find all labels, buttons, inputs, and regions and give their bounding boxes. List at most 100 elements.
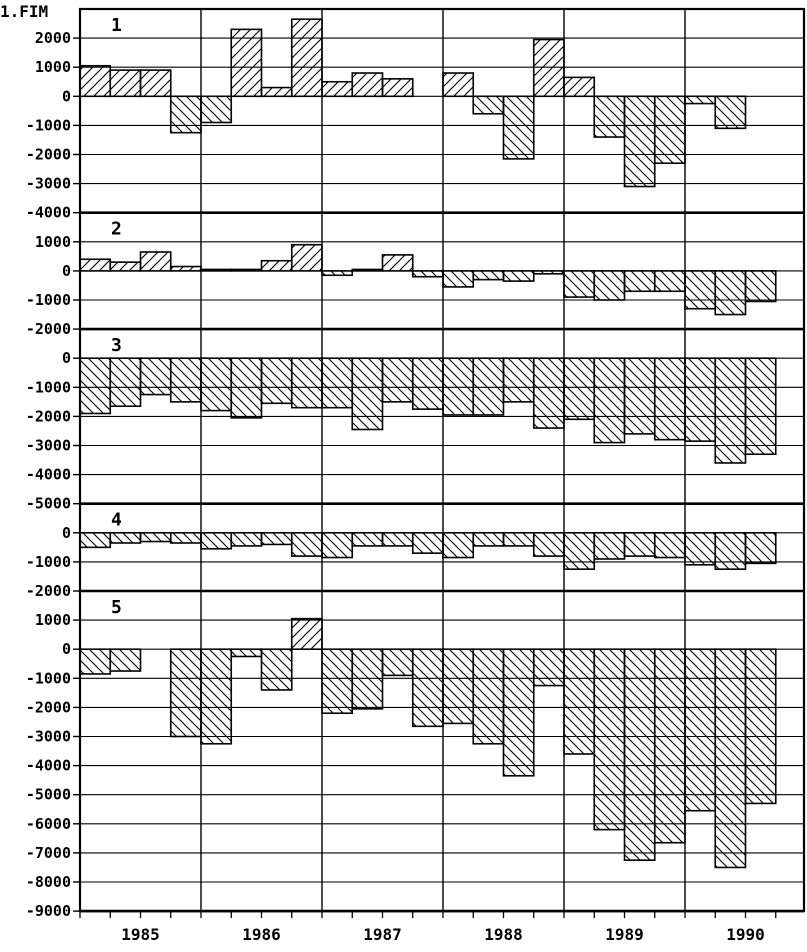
bar bbox=[200, 531, 233, 550]
bar bbox=[79, 64, 112, 98]
panel-label: 3 bbox=[111, 335, 122, 356]
y-tick-label: -4000 bbox=[26, 204, 71, 222]
unit-label: 1.FIM bbox=[0, 2, 48, 21]
bar bbox=[230, 268, 263, 272]
bar bbox=[593, 270, 626, 301]
panel-5: 1000 0 -1000 -2000 -3000 -4000 -5000 -6000 -7000… bbox=[26, 597, 804, 920]
x-axis: 1985 1986 1987 1988 1989 1990 bbox=[79, 911, 777, 944]
bar bbox=[532, 648, 565, 687]
y-tick-label: -7000 bbox=[26, 844, 71, 862]
bar bbox=[139, 251, 172, 272]
bar bbox=[139, 69, 172, 98]
bar bbox=[442, 357, 475, 416]
bar bbox=[381, 648, 414, 677]
x-tick-label: 1988 bbox=[484, 925, 523, 944]
bar bbox=[260, 357, 293, 405]
bar bbox=[744, 357, 777, 456]
y-tick-label: -6000 bbox=[26, 815, 71, 833]
bar bbox=[321, 357, 354, 409]
bar bbox=[351, 648, 384, 710]
x-tick-label: 1986 bbox=[242, 925, 281, 944]
bar bbox=[109, 69, 142, 98]
bar bbox=[653, 531, 686, 559]
bar bbox=[169, 531, 202, 544]
bar bbox=[684, 648, 717, 812]
bar bbox=[411, 531, 444, 554]
y-tick-label: -1000 bbox=[26, 116, 71, 134]
bar bbox=[502, 95, 535, 160]
bar bbox=[321, 531, 354, 559]
y-tick-label: -5000 bbox=[26, 786, 71, 804]
bar bbox=[714, 648, 747, 869]
bar bbox=[260, 648, 293, 691]
bar bbox=[169, 95, 202, 134]
bar bbox=[563, 76, 596, 98]
y-tick-label: 1000 bbox=[35, 611, 71, 629]
bar bbox=[139, 357, 172, 396]
bar bbox=[139, 531, 172, 543]
bar bbox=[714, 95, 747, 130]
bar bbox=[321, 270, 354, 277]
bar bbox=[684, 270, 717, 310]
bar bbox=[472, 270, 505, 281]
bar bbox=[502, 531, 535, 547]
panel-4: 0 -1000 -2000 4 bbox=[26, 510, 804, 600]
y-tick-label: -1000 bbox=[26, 669, 71, 687]
y-tick-label: 0 bbox=[62, 262, 71, 280]
bar bbox=[230, 531, 263, 547]
bar bbox=[79, 258, 112, 272]
bar bbox=[563, 531, 596, 570]
bar bbox=[230, 28, 263, 98]
y-tick-label: 2000 bbox=[35, 29, 71, 47]
bar bbox=[623, 648, 656, 861]
bar bbox=[563, 270, 596, 298]
y-tick-label: -4000 bbox=[26, 466, 71, 484]
panel-label: 2 bbox=[111, 219, 122, 240]
bar bbox=[653, 648, 686, 844]
bar bbox=[290, 243, 323, 272]
y-tick-label: -2000 bbox=[26, 320, 71, 338]
bar bbox=[744, 531, 777, 565]
bar bbox=[714, 357, 747, 464]
y-tick-label: -4000 bbox=[26, 757, 71, 775]
bar bbox=[411, 270, 444, 278]
bar bbox=[381, 78, 414, 98]
bar bbox=[200, 268, 233, 272]
bar bbox=[472, 357, 505, 416]
bar bbox=[502, 270, 535, 282]
bar bbox=[200, 648, 233, 745]
bar bbox=[593, 95, 626, 138]
y-tick-label: -2000 bbox=[26, 698, 71, 716]
y-tick-label: -8000 bbox=[26, 873, 71, 891]
bar bbox=[411, 357, 444, 410]
bar bbox=[532, 270, 565, 275]
y-tick-label: -9000 bbox=[26, 902, 71, 920]
bar bbox=[472, 531, 505, 547]
bar bbox=[381, 357, 414, 403]
bar bbox=[623, 357, 656, 435]
x-tick-label: 1990 bbox=[726, 925, 765, 944]
bar bbox=[593, 648, 626, 831]
bar bbox=[714, 531, 747, 570]
bar bbox=[684, 531, 717, 566]
bar bbox=[109, 531, 142, 544]
bar bbox=[442, 531, 475, 559]
bar bbox=[200, 357, 233, 412]
bar bbox=[230, 357, 263, 419]
x-tick-label: 1985 bbox=[121, 925, 160, 944]
y-tick-label: -3000 bbox=[26, 728, 71, 746]
bar bbox=[260, 531, 293, 546]
bar bbox=[653, 95, 686, 165]
bar bbox=[653, 270, 686, 293]
bar bbox=[260, 259, 293, 272]
bar bbox=[290, 531, 323, 557]
bar bbox=[442, 72, 475, 98]
bar bbox=[472, 648, 505, 745]
bar bbox=[381, 254, 414, 272]
bar bbox=[623, 95, 656, 188]
x-tick-label: 1989 bbox=[605, 925, 644, 944]
y-tick-label: -2000 bbox=[26, 146, 71, 164]
panel-label: 4 bbox=[111, 510, 122, 531]
bar bbox=[109, 261, 142, 272]
